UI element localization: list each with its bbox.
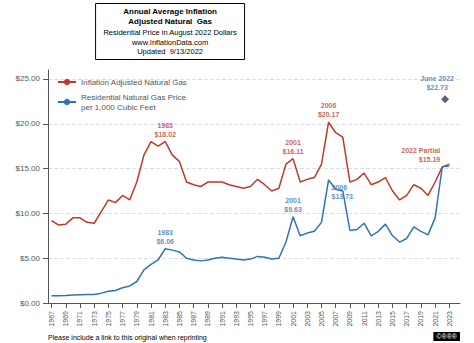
svg-text:Residential Price in August 20: Residential Price in August 2022 Dollars bbox=[103, 28, 237, 37]
svg-text:2003: 2003 bbox=[304, 311, 311, 327]
svg-text:2007: 2007 bbox=[332, 311, 339, 327]
svg-text:1983: 1983 bbox=[162, 311, 169, 327]
svg-text:1975: 1975 bbox=[105, 311, 112, 327]
svg-text:Annual Average Inflation: Annual Average Inflation bbox=[123, 7, 217, 16]
svg-text:1969: 1969 bbox=[62, 311, 69, 327]
svg-text:1971: 1971 bbox=[76, 311, 83, 327]
svg-text:June 2022: June 2022 bbox=[420, 75, 454, 82]
svg-text:2022 Partial: 2022 Partial bbox=[401, 147, 440, 154]
svg-text:$0.00: $0.00 bbox=[20, 299, 41, 308]
svg-text:Updated 9/13/2022: Updated 9/13/2022 bbox=[137, 47, 203, 56]
svg-text:1979: 1979 bbox=[133, 311, 140, 327]
svg-text:$16.11: $16.11 bbox=[283, 148, 304, 156]
svg-text:2001: 2001 bbox=[290, 311, 297, 327]
svg-text:$5.00: $5.00 bbox=[20, 254, 41, 263]
svg-text:©®®®: ©®®® bbox=[436, 333, 457, 340]
svg-text:$13.73: $13.73 bbox=[332, 193, 354, 201]
svg-text:$25.00: $25.00 bbox=[16, 74, 41, 83]
svg-text:1983: 1983 bbox=[157, 122, 173, 129]
svg-text:$15.19: $15.19 bbox=[419, 156, 441, 164]
svg-text:1997: 1997 bbox=[261, 311, 268, 327]
svg-text:1973: 1973 bbox=[91, 311, 98, 327]
svg-text:$22.73: $22.73 bbox=[426, 84, 448, 92]
svg-text:1985: 1985 bbox=[176, 311, 183, 327]
svg-text:$9.63: $9.63 bbox=[284, 206, 302, 214]
svg-text:per 1,000 Cubic Feet: per 1,000 Cubic Feet bbox=[81, 103, 156, 112]
svg-text:$20.17: $20.17 bbox=[318, 111, 340, 119]
svg-text:$6.06: $6.06 bbox=[156, 238, 174, 246]
svg-text:Adjusted Natural Gas: Adjusted Natural Gas bbox=[128, 17, 212, 26]
svg-text:2001: 2001 bbox=[285, 197, 301, 204]
svg-text:2013: 2013 bbox=[375, 311, 382, 327]
svg-text:$15.00: $15.00 bbox=[16, 164, 41, 173]
svg-text:1993: 1993 bbox=[233, 311, 240, 327]
svg-text:2017: 2017 bbox=[403, 311, 410, 327]
svg-text:Please include a link to this: Please include a link to this original w… bbox=[48, 334, 207, 342]
svg-text:1987: 1987 bbox=[190, 311, 197, 327]
svg-text:1983: 1983 bbox=[157, 229, 173, 236]
svg-text:1989: 1989 bbox=[204, 311, 211, 327]
svg-text:1967: 1967 bbox=[48, 311, 55, 327]
svg-text:2023: 2023 bbox=[446, 311, 453, 327]
svg-text:2009: 2009 bbox=[346, 311, 353, 327]
svg-text:1999: 1999 bbox=[275, 311, 282, 327]
svg-text:2015: 2015 bbox=[389, 311, 396, 327]
svg-text:2005: 2005 bbox=[318, 311, 325, 327]
svg-text:1991: 1991 bbox=[219, 311, 226, 327]
svg-text:2011: 2011 bbox=[361, 311, 368, 326]
svg-text:$18.02: $18.02 bbox=[154, 131, 176, 139]
svg-text:2006: 2006 bbox=[332, 184, 348, 191]
svg-text:2006: 2006 bbox=[321, 102, 337, 109]
svg-text:$20.00: $20.00 bbox=[16, 119, 41, 128]
svg-text:1981: 1981 bbox=[148, 311, 155, 327]
svg-text:1977: 1977 bbox=[119, 311, 126, 327]
svg-text:Residential Natural Gas Price: Residential Natural Gas Price bbox=[81, 93, 186, 102]
svg-text:1995: 1995 bbox=[247, 311, 254, 327]
svg-text:Inflation Adjusted Natural Gas: Inflation Adjusted Natural Gas bbox=[81, 78, 187, 87]
svg-text:$10.00: $10.00 bbox=[16, 209, 41, 218]
svg-text:2021: 2021 bbox=[432, 311, 439, 327]
svg-text:2001: 2001 bbox=[285, 139, 301, 146]
svg-text:www.InflationData.com: www.InflationData.com bbox=[131, 38, 208, 47]
svg-text:2019: 2019 bbox=[417, 311, 424, 327]
